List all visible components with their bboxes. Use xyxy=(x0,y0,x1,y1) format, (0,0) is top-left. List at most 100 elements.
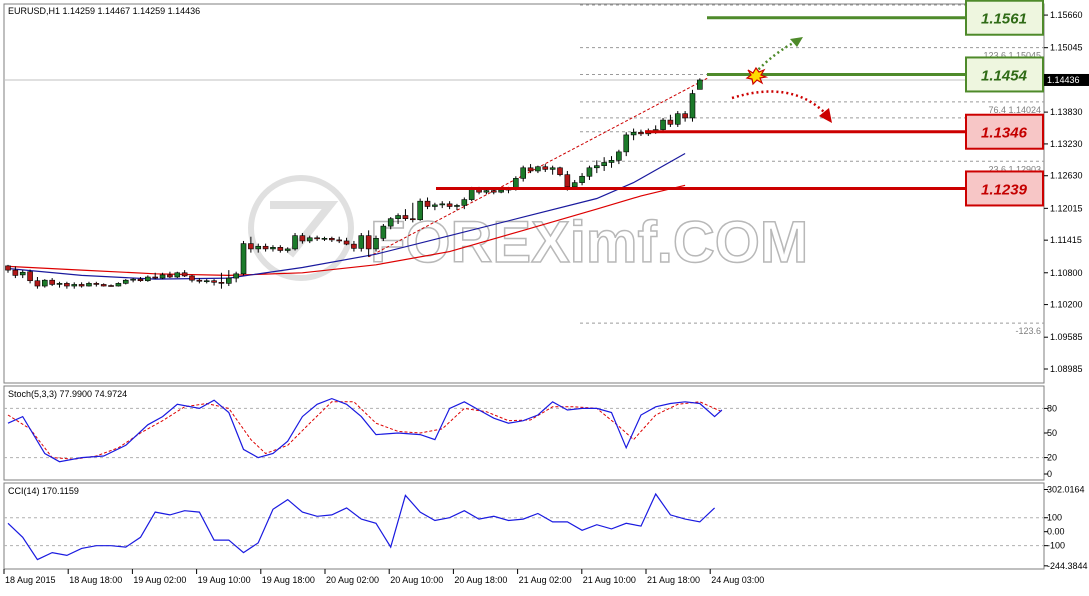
candle-body xyxy=(64,283,70,287)
candle-body xyxy=(277,247,284,251)
candle-body xyxy=(12,269,19,276)
level-badge xyxy=(965,113,1044,150)
candle-body xyxy=(542,166,549,170)
candle-body xyxy=(417,200,423,221)
time-tick-label: 18 Aug 2015 xyxy=(5,575,56,585)
candle-body xyxy=(549,167,556,170)
time-tick-label: 21 Aug 10:00 xyxy=(583,575,636,585)
stoch-tick-label: 20 xyxy=(1047,453,1057,463)
candle-body xyxy=(439,203,446,206)
candle-body xyxy=(49,279,55,285)
candle-body xyxy=(314,237,320,240)
candle-body xyxy=(387,218,394,227)
candle-body xyxy=(181,272,188,277)
starburst-icon xyxy=(745,66,769,86)
candle-body xyxy=(682,113,688,119)
candle-body xyxy=(667,119,674,125)
candle-body xyxy=(343,240,350,245)
candle-body xyxy=(255,245,262,250)
price-tick-label: 1.11415 xyxy=(1050,235,1082,245)
candle-body xyxy=(292,235,298,250)
candle-body xyxy=(498,189,504,193)
candle-body xyxy=(270,247,276,250)
ma-red-line xyxy=(7,184,686,277)
candle-body xyxy=(616,151,622,161)
cci-tick-label: -100 xyxy=(1047,541,1065,551)
candle-body xyxy=(689,93,696,119)
candle-body xyxy=(586,167,593,177)
candle-body xyxy=(660,119,666,130)
price-tick-label: 1.08985 xyxy=(1050,364,1083,374)
candle-body xyxy=(571,182,578,188)
candle-body xyxy=(373,238,379,250)
fib-label: 123.6 1.15045 xyxy=(983,51,1041,61)
candle-body xyxy=(115,283,122,287)
candle-body xyxy=(380,225,387,239)
candle-body xyxy=(262,245,269,250)
candle-body xyxy=(5,265,11,271)
cci-tick-label: 100 xyxy=(1047,513,1062,523)
candle-body xyxy=(56,283,63,285)
level-badge-label: 1.1561 xyxy=(981,11,1027,28)
cci-pane-frame xyxy=(3,482,1045,570)
candle-body xyxy=(351,243,357,249)
candle-body xyxy=(145,276,151,282)
candle-body xyxy=(137,278,144,282)
time-tick-label: 19 Aug 02:00 xyxy=(133,575,186,585)
stoch-tick-label: 50 xyxy=(1047,428,1057,438)
candle-body xyxy=(329,238,335,241)
candle-body xyxy=(446,203,453,207)
candle-body xyxy=(424,200,431,207)
stoch-tick-label: 80 xyxy=(1047,403,1057,413)
candle-body xyxy=(468,188,475,200)
stoch-tick-label: 0 xyxy=(1047,469,1052,479)
time-axis-group: 18 Aug 2015 18 Aug 18:00 19 Aug 02:00 19 Au… xyxy=(3,569,764,585)
last-price-box xyxy=(1044,73,1089,86)
badges-group: 1.1561 1.1454 1.1346 1.1239 xyxy=(965,0,1044,207)
symbol-header: EURUSD,H1 1.14259 1.14467 1.14259 1.1443… xyxy=(8,6,200,16)
time-tick-label: 19 Aug 18:00 xyxy=(262,575,315,585)
time-tick-label: 20 Aug 18:00 xyxy=(454,575,507,585)
candle-body xyxy=(579,175,585,183)
price-tick-label: 1.09585 xyxy=(1050,332,1083,342)
fib-label: -123.6 xyxy=(1015,326,1041,336)
cci-group: 302.0164 100 0.00 -100 -244.3844 xyxy=(4,485,1088,571)
candle-body xyxy=(203,280,210,283)
candle-body xyxy=(490,190,497,193)
candle-body xyxy=(100,284,107,287)
price-tick-label: 1.15045 xyxy=(1050,43,1083,53)
price-tick-label: 1.13830 xyxy=(1050,107,1083,117)
candle-body xyxy=(108,285,114,287)
candle-body xyxy=(159,274,166,279)
level-badge xyxy=(965,0,1044,36)
level-badge xyxy=(965,170,1044,207)
candle-body xyxy=(432,204,438,207)
candle-body xyxy=(601,162,607,166)
candle-body xyxy=(674,113,681,125)
candle-body xyxy=(34,280,41,287)
candle-body xyxy=(122,279,129,284)
price-tick-label: 1.12015 xyxy=(1050,203,1083,213)
time-tick-label: 24 Aug 03:00 xyxy=(711,575,764,585)
stoch-group: 80 50 20 0 xyxy=(4,397,1057,479)
candle-body xyxy=(78,284,85,287)
candle-body xyxy=(196,279,203,282)
candle-body xyxy=(167,274,173,278)
candle-body xyxy=(130,278,136,281)
level-badge-label: 1.1346 xyxy=(981,125,1028,142)
candle-body xyxy=(19,271,26,276)
stoch-main-line xyxy=(7,397,723,463)
candle-body xyxy=(454,205,460,207)
down-arrow-head xyxy=(819,108,832,123)
candle-body xyxy=(226,277,232,284)
candle-body xyxy=(365,235,372,250)
candle-body xyxy=(233,273,239,279)
candle-body xyxy=(520,167,527,179)
candle-body xyxy=(189,275,195,281)
price-tick-label: 1.12630 xyxy=(1050,171,1083,181)
price-tick-label: 1.10800 xyxy=(1050,268,1083,278)
candle-body xyxy=(564,174,571,188)
candle-body xyxy=(409,218,416,221)
